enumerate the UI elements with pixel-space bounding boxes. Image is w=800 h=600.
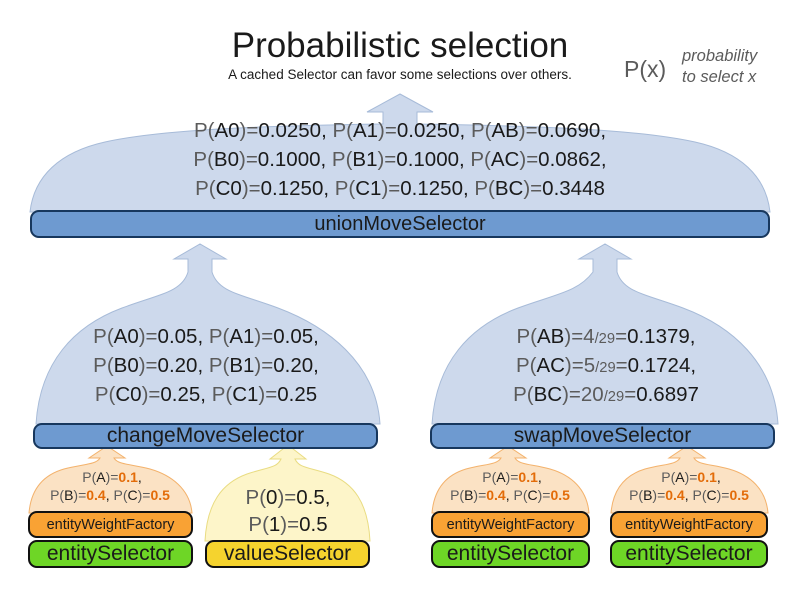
entity-weight-right1-prob-line-2: P(B)=0.4, P(C)=0.5: [450, 487, 570, 503]
entity-weight-factory-bar-left: entityWeightFactory: [28, 511, 193, 538]
swap-prob-line-1: P(AB)=4/29=0.1379,: [516, 325, 696, 348]
change-prob-line-1: P(A0)=0.05, P(A1)=0.05,: [93, 325, 319, 348]
entity-weight-right1-prob-line-1: P(A)=0.1,: [482, 469, 542, 485]
swap-move-selector-bar: swapMoveSelector: [430, 423, 775, 449]
legend-note-line-1: probability: [682, 47, 758, 65]
union-move-selector-bar: unionMoveSelector: [30, 210, 770, 238]
union-prob-line-1: P(A0)=0.0250, P(A1)=0.0250, P(AB)=0.0690…: [193, 119, 607, 142]
value-selector-bar: valueSelector: [205, 540, 370, 568]
union-funnel-shape: [29, 93, 771, 213]
entity-weight-factory-bar-right-1: entityWeightFactory: [431, 511, 590, 538]
page-subtitle: A cached Selector can favor some selecti…: [228, 67, 572, 82]
entity-weight-left-prob-line-1: P(A)=0.1,: [82, 469, 142, 485]
legend-note-line-2: to select x: [682, 68, 757, 86]
swap-funnel-shape: [431, 243, 779, 425]
page-title: Probabilistic selection: [231, 26, 569, 65]
legend-note: probability to select x: [682, 46, 757, 88]
change-move-selector-bar: changeMoveSelector: [33, 423, 378, 449]
union-prob-line-3: P(C0)=0.1250, P(C1)=0.1250, P(BC)=0.3448: [195, 177, 605, 200]
change-prob-line-2: P(B0)=0.20, P(B1)=0.20,: [93, 354, 319, 377]
entity-selector-bar-right-1: entitySelector: [431, 540, 590, 568]
value-funnel-shape: [204, 444, 371, 542]
entity-selector-bar-right-2: entitySelector: [610, 540, 768, 568]
value-prob-line-2: P(1)=0.5: [248, 513, 328, 536]
entity-weight-right2-prob-line-2: P(B)=0.4, P(C)=0.5: [629, 487, 749, 503]
entity-selector-bar-left: entitySelector: [28, 540, 193, 568]
entity-weight-funnel-right-2: [610, 445, 769, 514]
swap-prob-line-3: P(BC)=20/29=0.6897: [513, 383, 699, 406]
entity-weight-right2-prob-line-1: P(A)=0.1,: [661, 469, 721, 485]
entity-weight-factory-bar-right-2: entityWeightFactory: [610, 511, 768, 538]
legend-symbol: P(x): [624, 56, 667, 82]
entity-weight-funnel-right-1: [431, 445, 590, 514]
change-funnel-shape: [35, 243, 381, 425]
change-prob-line-3: P(C0)=0.25, P(C1)=0.25: [94, 383, 318, 406]
entity-weight-funnel-left: [28, 445, 193, 514]
union-prob-line-2: P(B0)=0.1000, P(B1)=0.1000, P(AC)=0.0862…: [193, 148, 607, 171]
entity-weight-left-prob-line-2: P(B)=0.4, P(C)=0.5: [50, 487, 170, 503]
value-prob-line-1: P(0)=0.5,: [245, 486, 331, 509]
swap-prob-line-2: P(AC)=5/29=0.1724,: [515, 354, 697, 377]
